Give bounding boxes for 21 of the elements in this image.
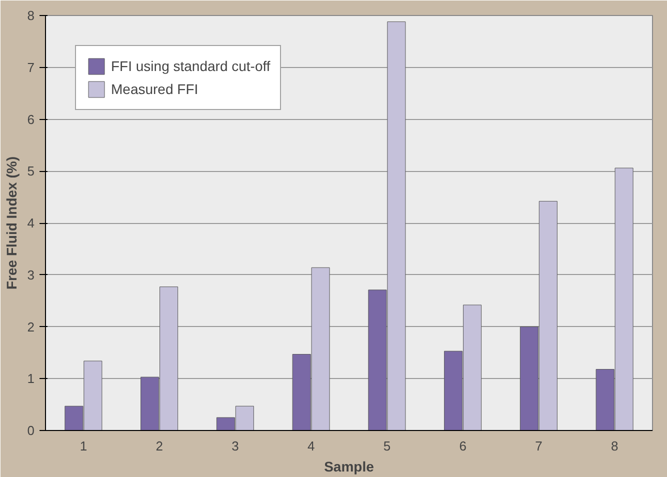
x-tick-label: 8 bbox=[610, 438, 618, 454]
x-axis-title: Sample bbox=[324, 458, 374, 474]
x-tick-label: 3 bbox=[232, 438, 239, 454]
y-tick-label: 4 bbox=[27, 216, 35, 230]
x-tick-label: 5 bbox=[383, 438, 391, 454]
y-tick-label: 0 bbox=[27, 423, 35, 438]
x-tick-label: 7 bbox=[535, 438, 542, 454]
x-tick-label: 1 bbox=[80, 438, 88, 454]
legend-label: Measured FFI bbox=[111, 81, 198, 97]
legend-label: FFI using standard cut-off bbox=[111, 58, 270, 74]
x-tick-label: 2 bbox=[156, 438, 163, 454]
y-axis-title: Free Fluid Index (%) bbox=[3, 156, 20, 290]
y-tick-label: 8 bbox=[27, 8, 35, 23]
x-tick-label: 4 bbox=[307, 438, 315, 454]
y-tick-label: 3 bbox=[27, 267, 35, 282]
y-tick-label: 2 bbox=[27, 319, 35, 334]
x-tick-label: 6 bbox=[459, 438, 466, 454]
y-tick-label: 7 bbox=[27, 60, 35, 75]
y-tick-label: 6 bbox=[27, 112, 35, 127]
y-tick-label: 1 bbox=[27, 371, 35, 386]
y-tick-label: 5 bbox=[27, 164, 35, 179]
